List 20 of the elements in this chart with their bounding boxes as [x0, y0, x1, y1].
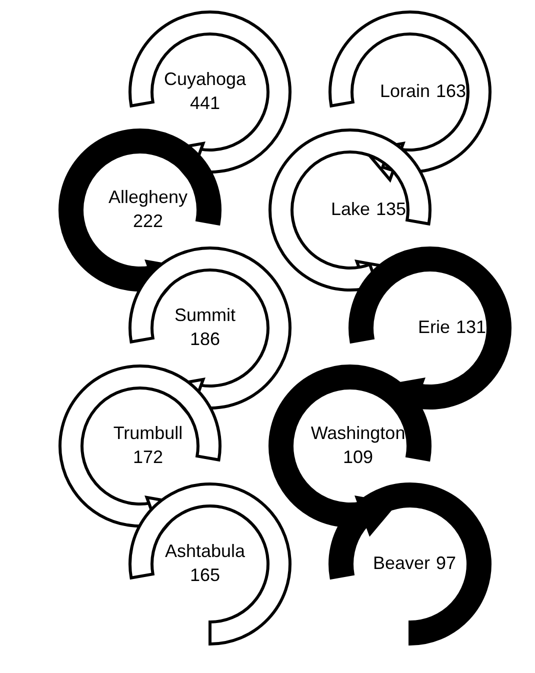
data-label: 172: [132, 447, 164, 467]
data-label: 109: [342, 447, 374, 467]
category-label: Trumbull: [113, 423, 183, 443]
data-label: 441: [190, 93, 220, 113]
category-label: Allegheny: [108, 187, 188, 207]
data-label: 165: [190, 565, 220, 585]
category-label: Ashtabula: [164, 541, 246, 561]
category-label: Erie: [418, 317, 450, 337]
category-label: Beaver: [372, 553, 430, 573]
category-label: Summit: [174, 305, 236, 325]
data-label: 131: [456, 317, 486, 337]
data-label: 97: [436, 553, 456, 573]
data-label: 163: [436, 81, 466, 101]
category-label: Cuyahoga: [164, 69, 248, 89]
data-label: 186: [190, 329, 220, 349]
category-label: Lake: [330, 199, 370, 219]
category-label: Washington: [310, 423, 406, 443]
data-label: 135: [376, 199, 406, 219]
category-label: Lorain: [380, 81, 430, 101]
data-label: 222: [132, 211, 164, 231]
